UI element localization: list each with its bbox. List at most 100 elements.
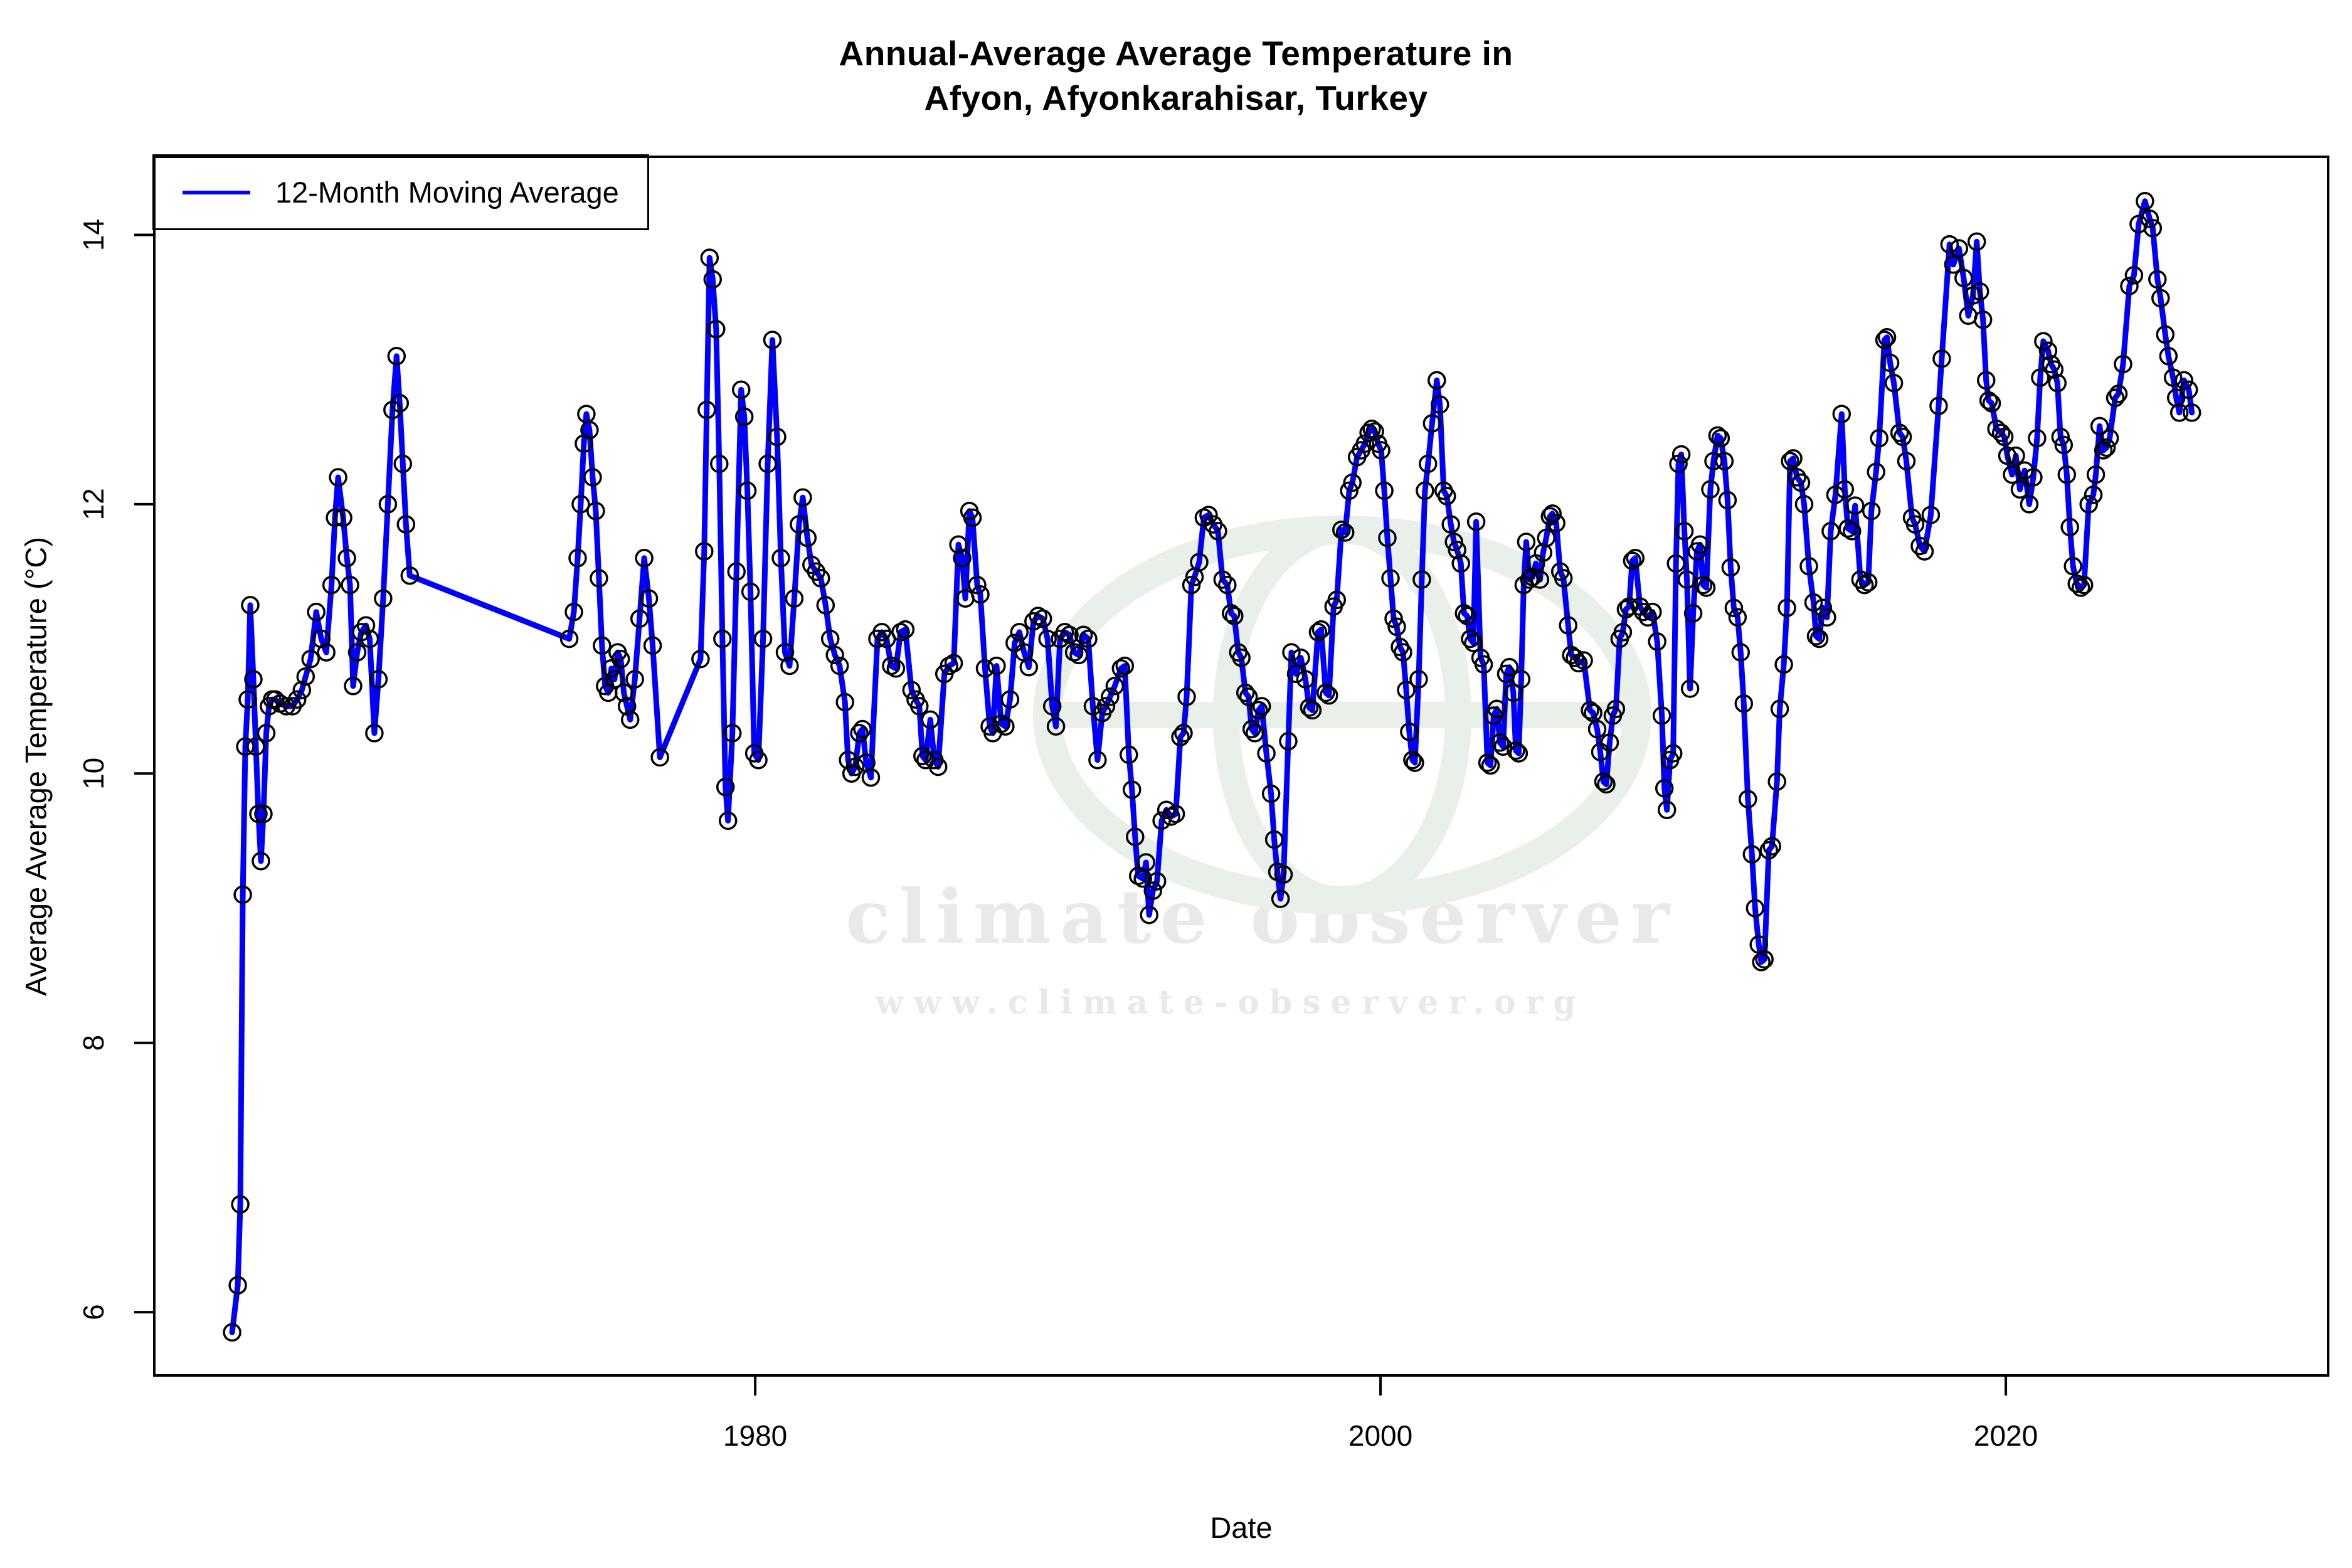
- data-point: [1225, 607, 1244, 625]
- data-point: [738, 481, 757, 501]
- plot-border: [153, 156, 2329, 1377]
- data-point: [2090, 416, 2109, 436]
- data-point: [650, 748, 669, 767]
- chart-title-line1: Annual-Average Average Temperature in: [839, 34, 1513, 73]
- data-point: [1715, 452, 1734, 470]
- data-point: [583, 468, 602, 487]
- data-point: [1846, 496, 1865, 515]
- data-point: [1419, 454, 1438, 474]
- data-point: [1759, 840, 1778, 860]
- data-point: [944, 654, 963, 673]
- data-point: [341, 575, 359, 595]
- data-point: [1274, 865, 1293, 884]
- data-point: [1626, 549, 1645, 568]
- data-point: [1271, 889, 1290, 908]
- data-point: [771, 549, 790, 568]
- data-point: [830, 656, 849, 675]
- data-point: [1458, 607, 1476, 625]
- data-point: [1949, 239, 1969, 258]
- data-point: [1375, 481, 1394, 501]
- data-point: [780, 656, 799, 675]
- data-point: [1481, 756, 1500, 775]
- data-point: [1500, 657, 1519, 677]
- data-point: [853, 719, 872, 739]
- data-point: [1400, 723, 1419, 741]
- data-point: [2003, 465, 2021, 484]
- x-tick-label: 2000: [1348, 1419, 1412, 1452]
- data-point: [790, 515, 808, 534]
- data-point: [1880, 353, 1900, 373]
- data-point: [1838, 519, 1858, 538]
- data-point: [2097, 438, 2116, 457]
- data-point: [1096, 697, 1116, 716]
- data-point: [1944, 255, 1963, 274]
- y-tick-label: 14: [77, 219, 110, 251]
- data-point: [1755, 950, 1774, 969]
- data-point: [1069, 645, 1088, 665]
- data-point: [2054, 435, 2074, 455]
- data-point: [1397, 681, 1416, 699]
- data-point: [1074, 625, 1093, 644]
- data-point: [749, 751, 768, 770]
- data-point: [1813, 598, 1833, 617]
- data-point: [1120, 745, 1138, 765]
- data-point: [1855, 575, 1874, 595]
- chart-title-line2: Afyon, Afyonkarahisar, Turkey: [924, 78, 1428, 117]
- data-point: [2182, 403, 2201, 422]
- data-point: [1038, 629, 1057, 649]
- data-point: [1504, 683, 1523, 702]
- data-point: [1166, 804, 1185, 824]
- data-point: [1264, 830, 1284, 849]
- data-point: [1222, 604, 1241, 623]
- data-point: [2045, 360, 2064, 379]
- data-point: [1884, 373, 1904, 393]
- data-point: [1767, 772, 1786, 791]
- data-point: [886, 659, 906, 678]
- data-point: [1431, 395, 1449, 414]
- data-point: [233, 885, 252, 904]
- data-point: [1378, 528, 1397, 548]
- data-point: [1182, 575, 1201, 595]
- data-point: [700, 248, 719, 267]
- data-point: [1818, 608, 1836, 627]
- data-point: [1428, 371, 1446, 390]
- data-point: [1826, 485, 1845, 504]
- data-point: [1875, 331, 1894, 349]
- data-point: [1851, 570, 1870, 589]
- data-point: [1998, 446, 2017, 465]
- data-point: [1422, 414, 1442, 433]
- data-point: [1606, 699, 1626, 719]
- data-point: [1728, 608, 1747, 627]
- data-point: [1384, 609, 1403, 628]
- data-point: [2124, 266, 2144, 285]
- data-point: [2106, 388, 2125, 408]
- data-point: [1973, 310, 1993, 329]
- data-point: [1213, 570, 1232, 589]
- data-point: [1683, 604, 1703, 623]
- data-point: [896, 620, 915, 639]
- data-point: [2071, 578, 2090, 597]
- data-point: [727, 562, 746, 581]
- data-point: [2136, 192, 2154, 211]
- data-point: [568, 549, 587, 568]
- data-point: [1079, 629, 1098, 649]
- data-point: [1905, 515, 1925, 534]
- data-point: [1249, 701, 1268, 720]
- data-point: [400, 566, 420, 585]
- data-point: [1190, 553, 1209, 571]
- data-point: [1690, 535, 1710, 554]
- data-point: [968, 575, 987, 595]
- data-point: [1406, 753, 1424, 772]
- data-point: [1257, 744, 1276, 763]
- data-point: [1666, 554, 1685, 573]
- data-point: [246, 737, 265, 756]
- data-point: [374, 589, 393, 608]
- data-point: [1597, 775, 1616, 794]
- data-point: [1537, 528, 1556, 548]
- y-tick-label: 12: [77, 488, 110, 520]
- data-point: [620, 710, 640, 729]
- data-point: [1300, 698, 1319, 717]
- data-point: [1910, 536, 1929, 556]
- data-point: [850, 724, 869, 743]
